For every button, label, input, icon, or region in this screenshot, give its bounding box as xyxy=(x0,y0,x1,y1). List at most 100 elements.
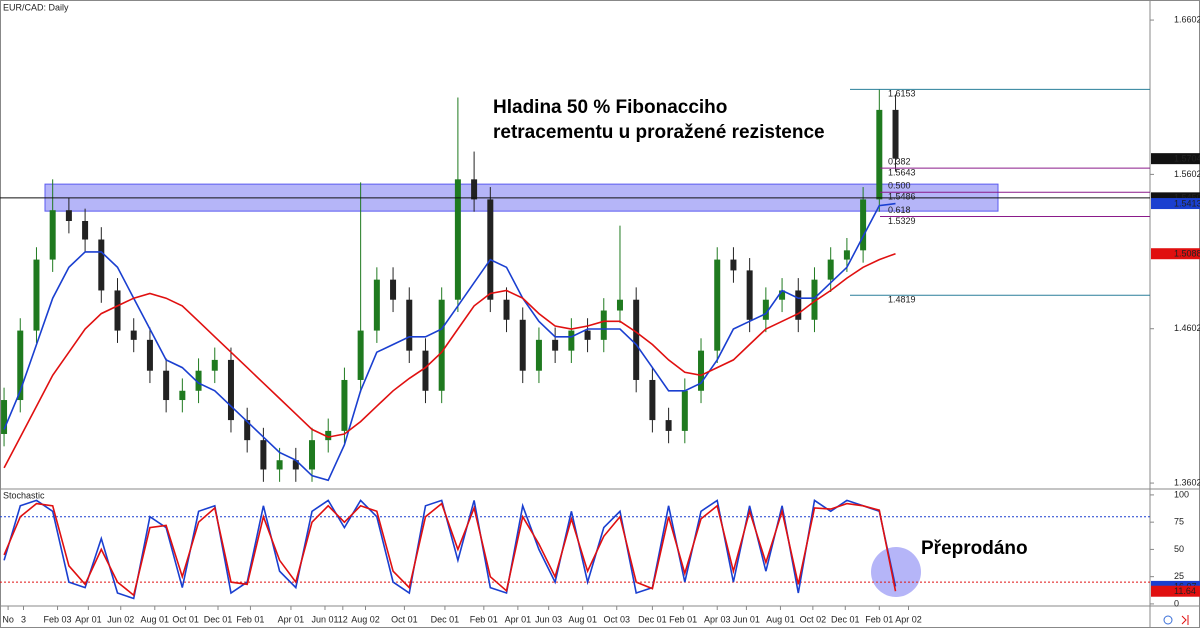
fib-price: 1.5486 xyxy=(888,192,916,202)
candle-body xyxy=(876,109,883,200)
fib-price: 1.5329 xyxy=(888,216,916,226)
candle-body xyxy=(843,250,850,260)
x-tick-label: Oct 01 xyxy=(391,614,418,624)
candle-body xyxy=(357,330,364,380)
candle-body xyxy=(146,339,153,371)
y-tick-label: 50 xyxy=(1174,544,1184,554)
price-tag xyxy=(1151,248,1200,260)
candle-body xyxy=(309,440,316,470)
fib-ratio: 0.500 xyxy=(888,181,911,191)
candle-body xyxy=(422,350,429,391)
x-tick-label: Feb 03 xyxy=(44,614,72,624)
x-tick-label: Oct 01 xyxy=(172,614,199,624)
icon[interactable] xyxy=(1181,615,1189,625)
price-tag xyxy=(1151,198,1200,210)
moving-average xyxy=(3,202,896,482)
candle-body xyxy=(325,430,332,441)
candle-body xyxy=(471,179,478,200)
candle-body xyxy=(390,279,397,300)
x-tick-label: 12 xyxy=(338,614,348,624)
candle-body xyxy=(584,330,591,340)
candle-body xyxy=(438,299,445,391)
candle-body xyxy=(779,290,786,300)
price-tag-label: 1.5704 xyxy=(1174,154,1200,164)
stochastic-line xyxy=(3,502,897,597)
x-tick-label: Jun 01 xyxy=(733,614,760,624)
candle-body xyxy=(892,109,899,159)
highlight-circle xyxy=(871,547,921,597)
price-tag-label: 1.5088 xyxy=(1174,249,1200,259)
price-tag xyxy=(1151,585,1200,597)
candle-body xyxy=(276,460,283,470)
candle-body xyxy=(487,199,494,300)
annotation: Přeprodáno xyxy=(921,538,1028,559)
candle-body xyxy=(33,259,40,331)
x-tick-label: Apr 02 xyxy=(895,614,922,624)
candle-body xyxy=(130,330,137,340)
x-tick-label: Aug 01 xyxy=(568,614,597,624)
y-tick-label: 1.6602 xyxy=(1174,14,1200,24)
x-tick-label: Dec 01 xyxy=(204,614,233,624)
candle-body xyxy=(373,279,380,331)
x-tick-label: Aug 01 xyxy=(766,614,795,624)
toolbar-icons[interactable] xyxy=(1163,615,1189,625)
x-tick-label: Aug 02 xyxy=(351,614,380,624)
candle-body xyxy=(827,259,834,280)
candle-body xyxy=(163,370,170,401)
candle-body xyxy=(1,400,8,434)
candle-body xyxy=(568,330,575,351)
candle-body xyxy=(552,339,559,351)
candle-body xyxy=(714,259,721,351)
candle-body xyxy=(114,290,121,331)
price-tag xyxy=(1151,192,1200,204)
x-tick-label: 3 xyxy=(21,614,26,624)
candle-body xyxy=(681,390,688,431)
x-tick-label: Feb 01 xyxy=(669,614,697,624)
candle-body xyxy=(811,279,818,320)
candle-body xyxy=(292,460,299,470)
x-tick-label: Apr 01 xyxy=(278,614,305,624)
candle-body xyxy=(65,210,72,222)
price-tag-label: 11.64 xyxy=(1174,586,1196,596)
x-tick-label: Feb 01 xyxy=(865,614,893,624)
candle-body xyxy=(260,440,267,470)
candle-body xyxy=(860,199,867,251)
x-tick-label: Dec 01 xyxy=(638,614,667,624)
x-tick-label: Jun 01 xyxy=(311,614,338,624)
annotation: Hladina 50 % Fibonacciho xyxy=(493,97,727,118)
candle-body xyxy=(762,299,769,320)
candle-body xyxy=(665,420,672,431)
moving-average xyxy=(3,252,896,469)
panel-title: Stochastic xyxy=(3,490,45,500)
x-tick-label: Dec 01 xyxy=(431,614,460,624)
x-tick-label: Oct 02 xyxy=(800,614,827,624)
candle-body xyxy=(519,319,526,371)
candle-body xyxy=(698,350,705,391)
candle-body xyxy=(633,299,640,380)
candle-body xyxy=(82,221,89,240)
x-tick-label: Apr 01 xyxy=(505,614,532,624)
y-tick-label: 1.3602 xyxy=(1174,477,1200,487)
candle-body xyxy=(616,299,623,311)
fib-price: 1.4819 xyxy=(888,295,916,305)
candle-body xyxy=(600,310,607,340)
candle-body xyxy=(227,359,234,421)
x-tick-label: Oct 03 xyxy=(603,614,630,624)
candle-body xyxy=(503,299,510,320)
y-tick-label: 75 xyxy=(1174,517,1184,527)
y-tick-label: 1.4602 xyxy=(1174,323,1200,333)
candle-body xyxy=(649,379,656,421)
candle-body xyxy=(746,270,753,320)
x-tick-label: Feb 01 xyxy=(470,614,498,624)
candle-body xyxy=(454,179,461,300)
fib-price: 1.5643 xyxy=(888,167,916,177)
candle-body xyxy=(195,370,202,391)
icon[interactable] xyxy=(1163,615,1173,625)
candle-body xyxy=(211,359,218,371)
y-tick-label: 1.5602 xyxy=(1174,169,1200,179)
y-tick-label: 0 xyxy=(1174,598,1179,608)
candle-body xyxy=(244,420,251,441)
